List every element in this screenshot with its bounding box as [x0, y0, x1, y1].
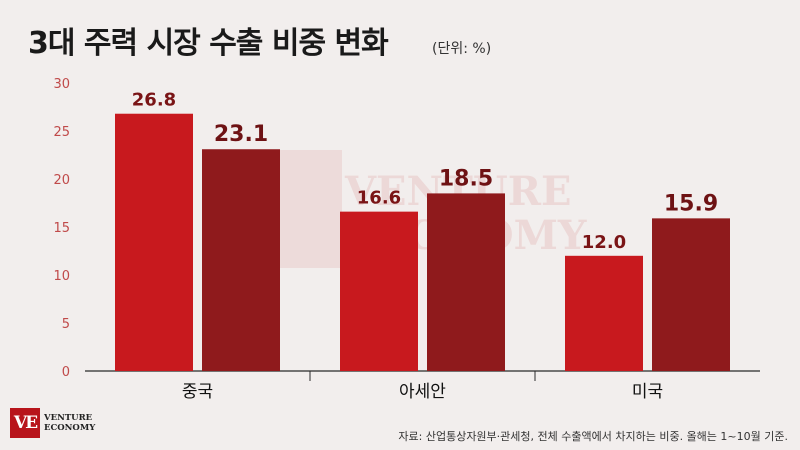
y-tick-label: 25	[53, 125, 70, 140]
venture-economy-logo: VE VENTURE ECONOMY	[10, 408, 95, 438]
logo-line2: ECONOMY	[44, 423, 96, 433]
chart-title: 3대 주력 시장 수출 비중 변화	[28, 26, 389, 61]
x-tick-label: 아세안	[399, 382, 446, 402]
watermark-logo-mark	[270, 150, 342, 268]
data-label: 26.8	[132, 90, 176, 111]
data-label: 23.1	[214, 122, 268, 147]
bar	[340, 211, 418, 371]
bar	[427, 193, 505, 371]
x-tick-label: 미국	[632, 382, 663, 402]
data-label: 18.5	[439, 166, 493, 191]
bar	[115, 113, 193, 371]
data-label: 12.0	[582, 232, 626, 253]
bar	[202, 149, 280, 371]
y-tick-label: 20	[53, 173, 70, 188]
x-tick-label: 중국	[182, 382, 213, 402]
y-tick-label: 15	[53, 221, 70, 236]
y-tick-label: 30	[53, 77, 70, 92]
source-note: 자료: 산업통상자원부·관세청, 전체 수출액에서 차지하는 비중. 올해는 1…	[398, 430, 788, 443]
logo-mark: VE	[10, 408, 40, 438]
logo-text: VENTURE ECONOMY	[44, 413, 95, 433]
bar	[652, 218, 730, 371]
y-tick-label: 0	[62, 365, 70, 380]
y-tick-label: 5	[62, 317, 70, 332]
data-label: 15.9	[664, 191, 718, 216]
bar	[565, 255, 643, 371]
y-tick-label: 10	[53, 269, 70, 284]
logo-line1: VENTURE	[44, 413, 93, 423]
unit-label: (단위: %)	[432, 41, 492, 57]
data-label: 16.6	[357, 188, 401, 209]
